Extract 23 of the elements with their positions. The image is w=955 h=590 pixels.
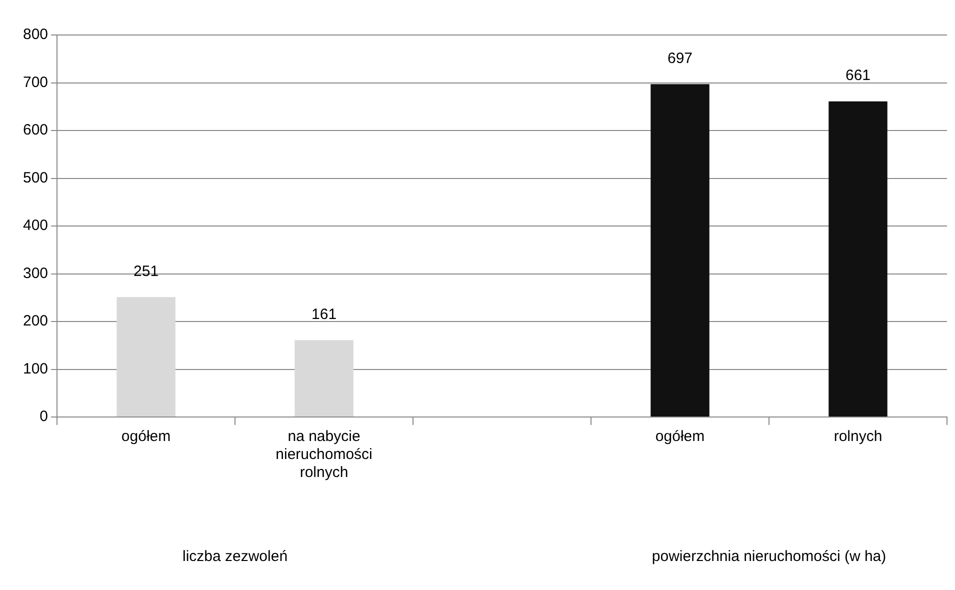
data-label: 161 xyxy=(312,306,337,323)
y-tick-label: 600 xyxy=(22,122,48,139)
y-tick-label: 800 xyxy=(22,26,48,44)
y-tick-label: 200 xyxy=(22,312,48,330)
y-tick-label: 500 xyxy=(22,169,48,186)
data-label: 697 xyxy=(667,50,693,67)
bar xyxy=(116,297,176,416)
text: liczba zezwoleń xyxy=(182,548,288,566)
bar xyxy=(294,340,354,416)
y-tick-label: 400 xyxy=(22,217,48,234)
x-tick-label: ogółem xyxy=(121,428,171,446)
bar xyxy=(650,84,710,416)
text: powierzchnia nieruchomości (w ha) xyxy=(652,548,886,566)
y-tick-label: 100 xyxy=(22,360,48,378)
y-tick-label: 300 xyxy=(22,264,48,282)
x-tick-label: ogółem xyxy=(655,428,705,446)
data-label: 251 xyxy=(134,262,159,280)
bar xyxy=(828,101,888,416)
y-tick-label: 0 xyxy=(40,408,48,426)
x-tick-label: na nabycie nieruchomości rolnych xyxy=(276,428,372,482)
x-tick-label: rolnych xyxy=(834,428,882,446)
y-tick-label: 700 xyxy=(22,74,48,91)
data-label: 661 xyxy=(845,67,871,84)
